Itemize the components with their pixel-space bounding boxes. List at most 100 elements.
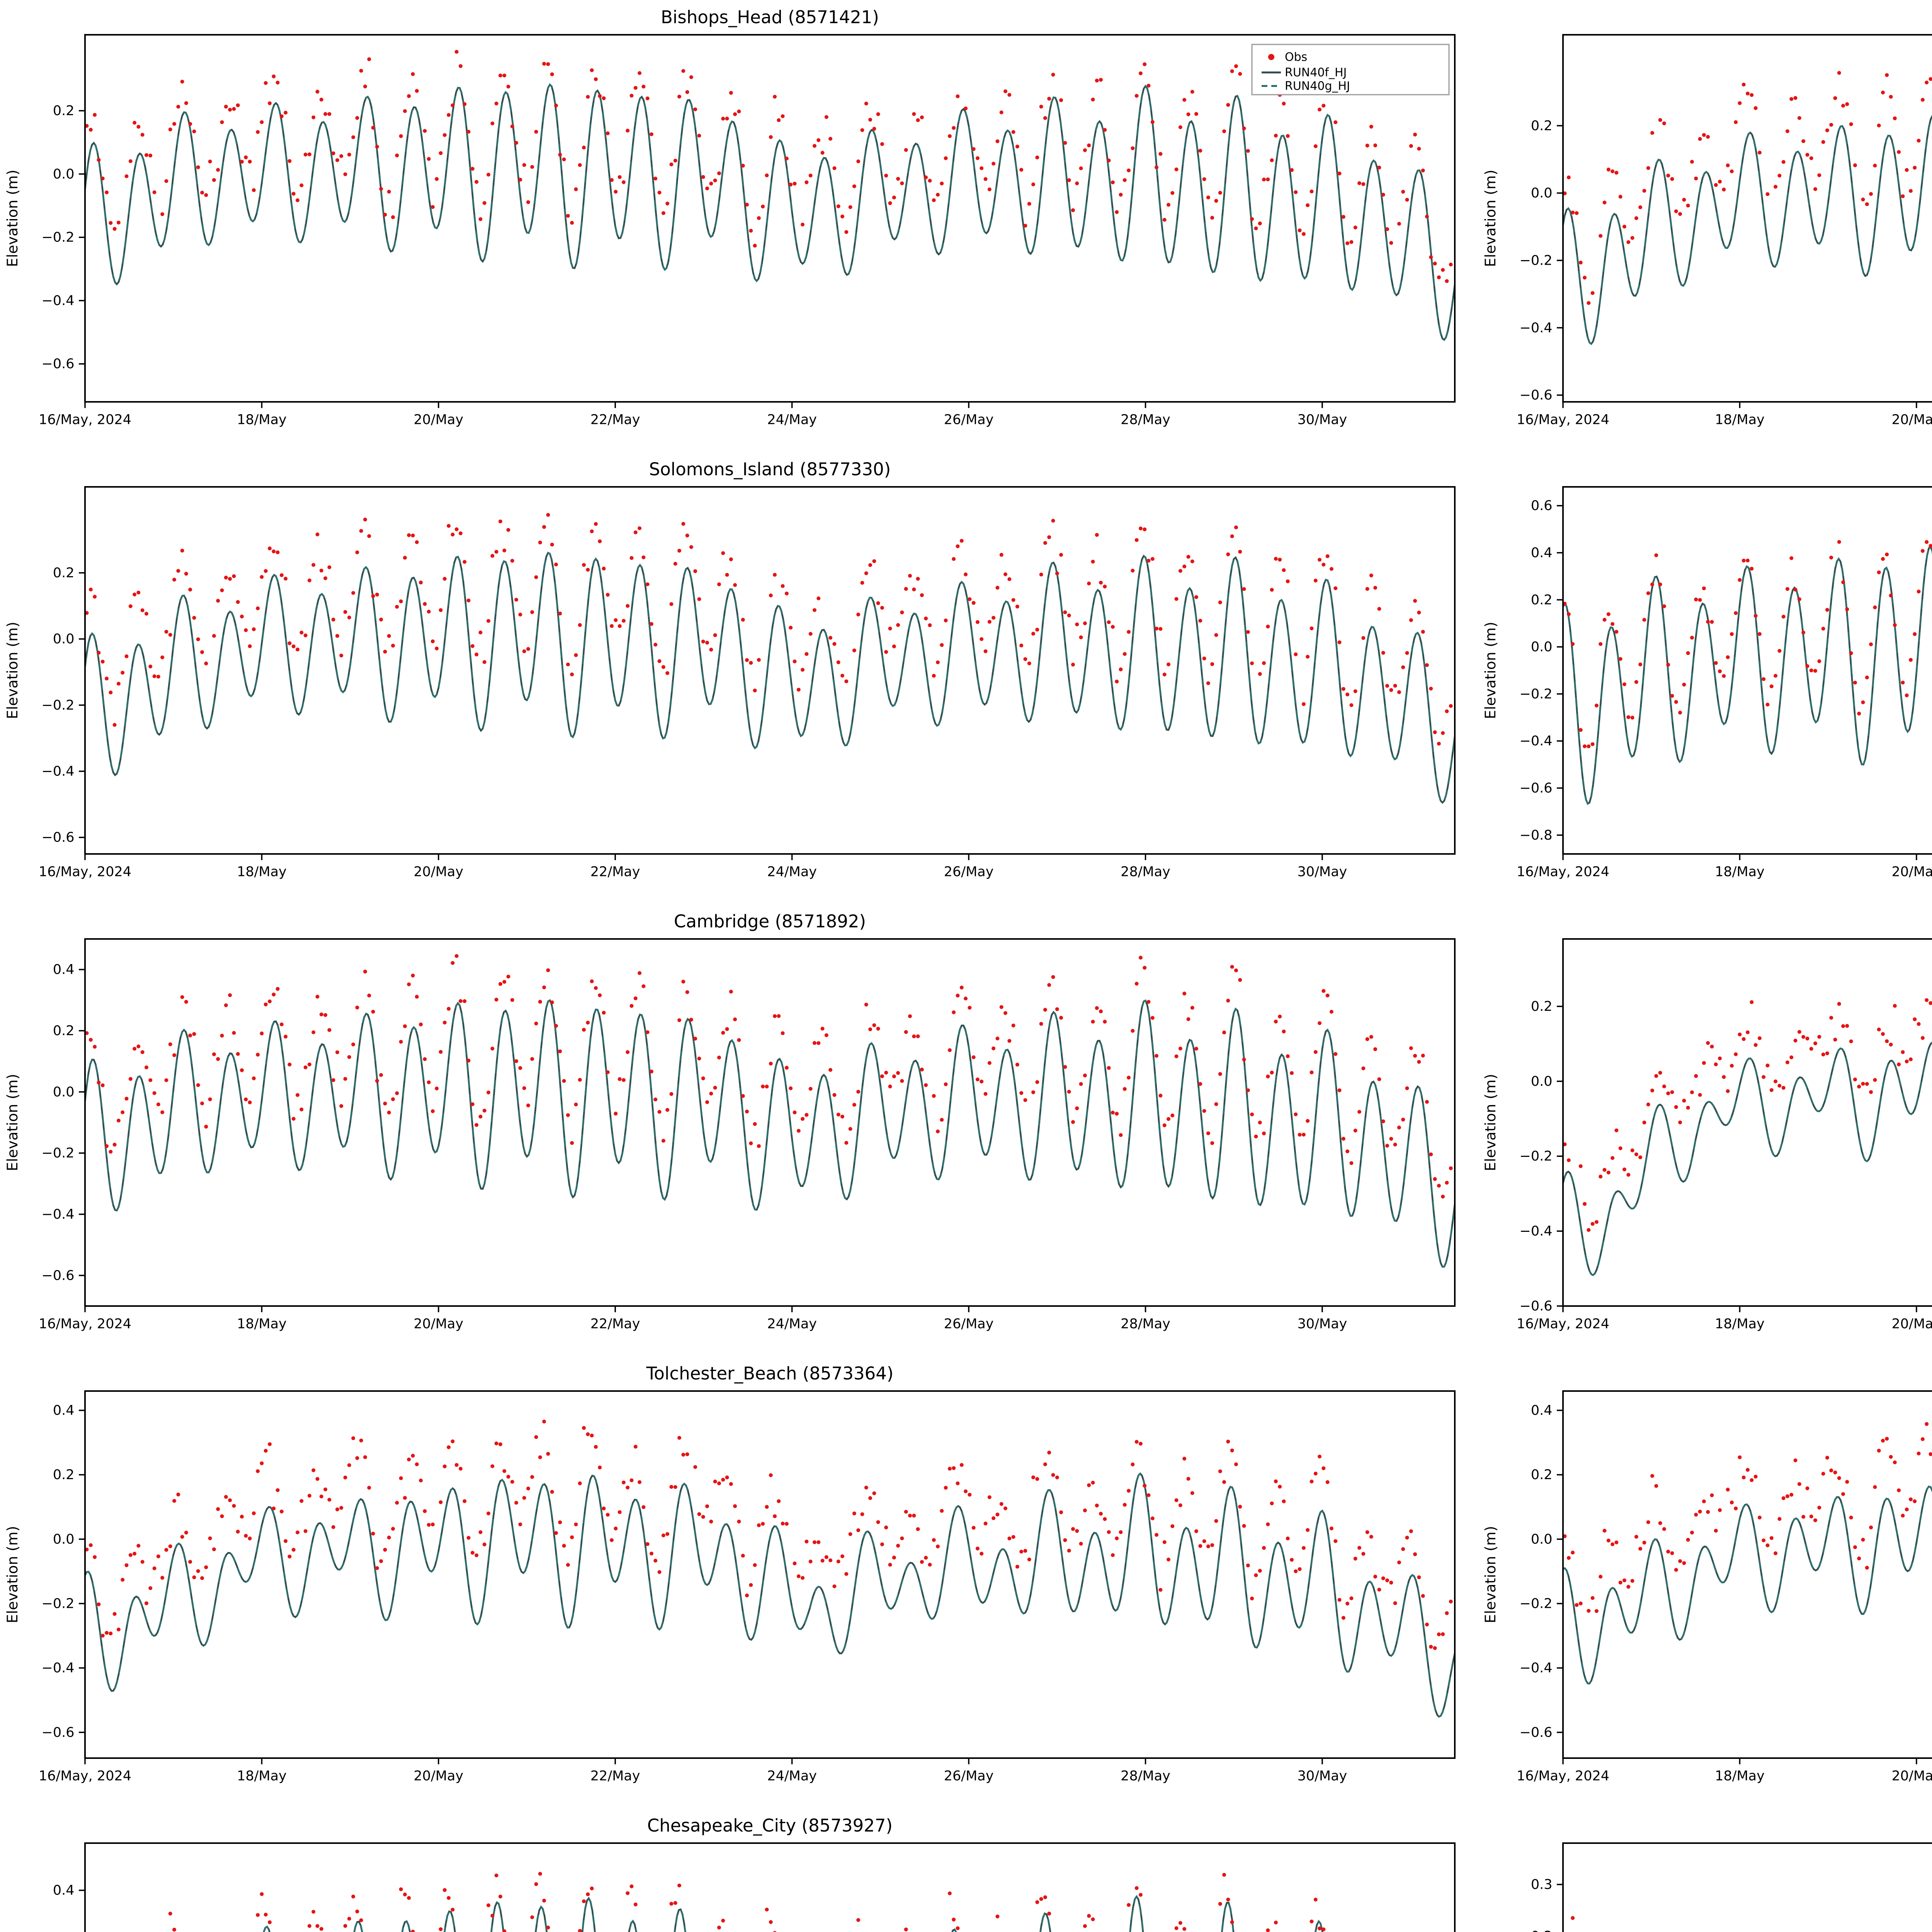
obs-point [1726,163,1730,167]
obs-point [1087,1483,1091,1487]
obs-point [1674,1105,1678,1109]
obs-point [1071,663,1075,667]
obs-point [459,531,463,536]
obs-point [816,596,821,600]
obs-point [626,604,630,608]
y-tick-label: −0.4 [1520,1660,1553,1676]
obs-point [999,553,1003,557]
obs-point [645,1542,650,1546]
obs-point [1258,1121,1262,1125]
obs-point [947,1048,952,1052]
obs-point [526,647,530,651]
obs-point [1091,1917,1095,1922]
obs-point [959,985,964,990]
obs-point [1650,582,1654,587]
x-tick-label: 16/May, 2024 [39,864,131,880]
obs-point [765,1084,769,1088]
obs-point [256,130,260,134]
obs-point [1845,1480,1849,1484]
obs-point [844,1572,849,1576]
obs-point [1765,1543,1770,1548]
obs-point [355,1005,359,1010]
obs-point [506,85,510,89]
obs-point [522,163,526,167]
obs-point [399,599,403,604]
obs-point [864,1485,868,1490]
obs-point [1706,1510,1710,1514]
obs-point [840,1554,845,1558]
obs-point [1254,226,1258,230]
y-tick-label: 0.0 [1531,1074,1553,1089]
obs-point [371,1532,375,1536]
model-line-run40g [85,1472,1455,1718]
obs-point [1186,1477,1190,1481]
obs-point [1059,98,1063,102]
obs-point [1158,152,1163,156]
obs-point [1602,617,1607,622]
obs-point [1318,107,1322,112]
obs-point [403,1892,407,1896]
obs-point [1003,572,1007,577]
obs-point [1063,1538,1067,1542]
obs-point [172,122,176,126]
obs-point [1206,196,1210,200]
obs-point [415,89,419,93]
obs-point [784,156,789,161]
obs-point [578,1481,582,1485]
obs-point [494,550,498,554]
obs-point [1670,694,1674,698]
obs-point [518,612,522,617]
y-axis-label: Elevation (m) [4,170,21,267]
obs-point [1043,1895,1047,1900]
obs-point [1622,1578,1626,1582]
chart-8574680: Baltimore (8574680)Elevation (m)16/May, … [1482,1390,1932,1784]
obs-point [466,129,471,134]
obs-point [1278,1014,1282,1019]
obs-point [1170,1524,1175,1528]
obs-point [1929,1452,1932,1456]
obs-point [1099,1009,1103,1014]
obs-point [709,648,713,652]
obs-point [1071,208,1075,213]
obs-point [1841,580,1845,584]
obs-point [1873,1485,1877,1489]
obs-point [1313,144,1318,148]
obs-point [1170,191,1175,195]
subplot-chesapeake_city: Chesapeake_City (8573927)Elevation (m)16… [0,1808,1478,1932]
obs-point [1131,146,1135,150]
obs-point [888,1084,892,1088]
obs-point [1178,125,1182,129]
obs-point [383,213,387,217]
obs-point [1757,632,1762,636]
obs-point [498,519,502,524]
obs-point [590,1886,594,1891]
obs-point [430,639,435,643]
obs-point [1055,1007,1059,1011]
obs-point [709,1519,713,1524]
obs-point [502,73,507,78]
obs-point [1290,168,1294,172]
obs-point [928,179,932,183]
obs-point [486,1090,491,1095]
obs-point [705,186,709,190]
obs-point [992,1516,996,1520]
obs-point [1377,165,1381,170]
obs-point [1702,1061,1706,1065]
obs-point [363,517,367,522]
obs-point [478,630,483,634]
obs-point [439,1500,443,1504]
obs-point [1306,1528,1310,1532]
obs-point [252,1511,256,1515]
y-axis-label: Elevation (m) [1482,1526,1499,1623]
y-tick-label: −0.2 [42,230,75,245]
obs-point [204,193,208,197]
obs-point [574,187,578,191]
obs-point [1793,1458,1798,1463]
obs-point [1079,1082,1083,1086]
obs-point [836,204,840,208]
y-tick-label: −0.2 [1520,1596,1553,1612]
obs-point [1210,1543,1214,1547]
obs-points [85,50,1453,283]
obs-point [1011,130,1015,134]
y-tick-label: −0.4 [1520,320,1553,336]
